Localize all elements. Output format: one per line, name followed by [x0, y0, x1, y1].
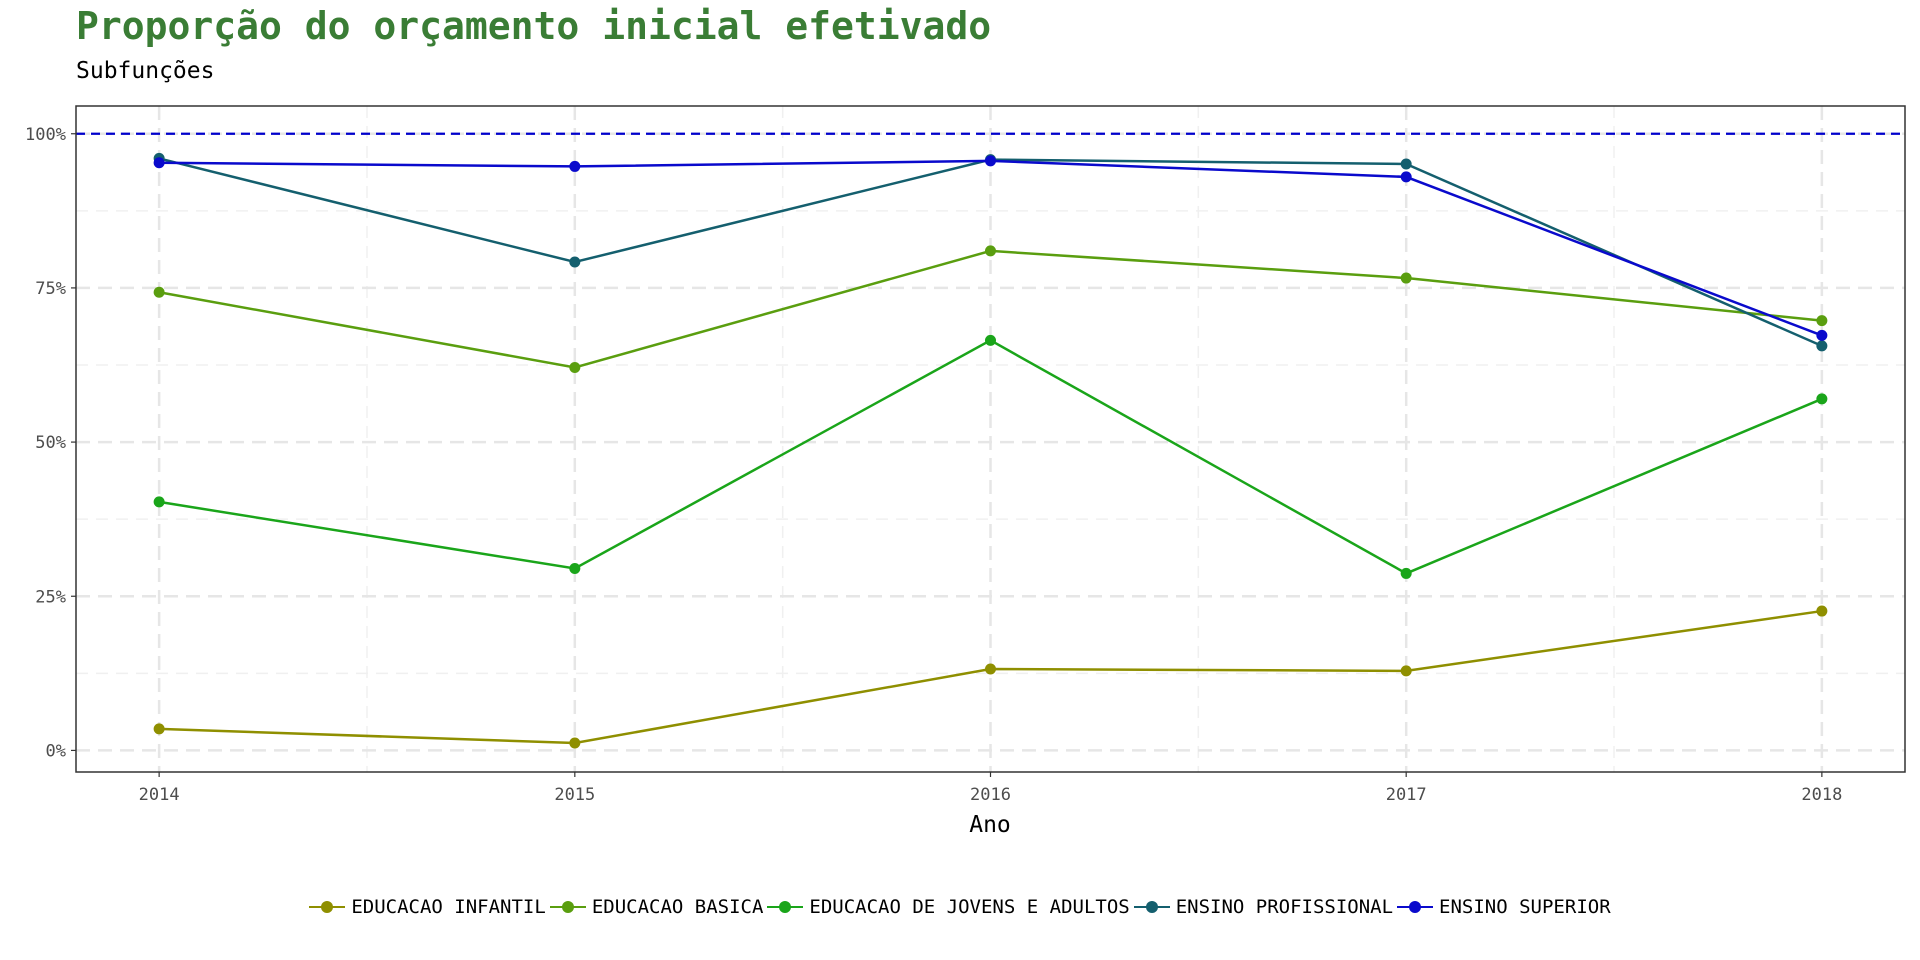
data-point — [153, 723, 165, 735]
legend-item: ENSINO PROFISSIONAL — [1132, 896, 1393, 918]
data-point — [1400, 272, 1412, 284]
x-tick-label: 2018 — [1801, 785, 1842, 805]
legend-key — [1395, 899, 1435, 915]
data-point — [1400, 171, 1412, 183]
data-point — [569, 563, 581, 574]
legend-key — [548, 899, 588, 915]
x-tick-label: 2017 — [1386, 785, 1427, 805]
y-tick-label: 100% — [25, 125, 66, 145]
y-tick-label: 75% — [35, 279, 66, 299]
data-point — [985, 155, 996, 167]
data-point — [569, 160, 581, 172]
x-tick-label: 2016 — [970, 785, 1011, 805]
legend-label: ENSINO SUPERIOR — [1439, 896, 1611, 918]
y-tick-label: 50% — [35, 433, 66, 453]
legend-key — [1132, 899, 1172, 915]
series-0 — [153, 605, 1828, 749]
legend-label: EDUCACAO BASICA — [591, 896, 764, 918]
legend-label: EDUCACAO INFANTIL — [351, 896, 546, 918]
data-point — [153, 496, 165, 508]
legend: EDUCACAO INFANTIL EDUCACAO BASICA EDUCACAO… — [0, 896, 1920, 918]
grid-lines — [76, 106, 1905, 772]
line-chart: 0% 25% 50% 75% 100% 2014 2015 2016 2017 2018 Ano — [25, 105, 1906, 838]
legend-item: EDUCACAO INFANTIL — [307, 896, 546, 918]
data-point — [985, 334, 996, 346]
data-point — [985, 245, 996, 257]
legend-key — [307, 899, 347, 915]
legend-key — [765, 899, 805, 915]
series-2 — [153, 334, 1828, 579]
chart-title: Proporção do orçamento inicial efetivado — [76, 4, 992, 48]
data-point — [1400, 158, 1412, 170]
data-point — [1816, 315, 1828, 327]
chart-subtitle: Subfunções — [76, 58, 215, 84]
data-point — [153, 286, 165, 298]
data-point — [153, 157, 165, 169]
data-point — [569, 361, 581, 373]
x-axis-title: Ano — [969, 812, 1011, 838]
data-point — [569, 256, 581, 268]
legend-item: EDUCACAO DE JOVENS E ADULTOS — [765, 896, 1130, 918]
legend-item: EDUCACAO BASICA — [548, 896, 764, 918]
y-tick-label: 0% — [46, 741, 66, 761]
series-1 — [153, 245, 1828, 373]
data-point — [1400, 665, 1412, 677]
data-point — [1400, 567, 1412, 579]
data-point — [985, 663, 996, 675]
axis-layer: 0% 25% 50% 75% 100% 2014 2015 2016 2017 2018 — [25, 125, 1842, 805]
y-tick-label: 25% — [35, 587, 66, 607]
data-point — [1816, 340, 1828, 352]
x-tick-label: 2014 — [139, 785, 180, 805]
data-point — [569, 737, 581, 749]
legend-label: ENSINO PROFISSIONAL — [1175, 896, 1394, 918]
data-point — [1816, 329, 1828, 341]
x-tick-label: 2015 — [554, 785, 595, 805]
series-4 — [153, 155, 1828, 341]
data-point — [1816, 393, 1828, 405]
series-layer — [153, 152, 1828, 749]
legend-item: ENSINO SUPERIOR — [1395, 896, 1611, 918]
legend-label: EDUCACAO DE JOVENS E ADULTOS — [809, 896, 1130, 918]
data-point — [1816, 605, 1828, 617]
